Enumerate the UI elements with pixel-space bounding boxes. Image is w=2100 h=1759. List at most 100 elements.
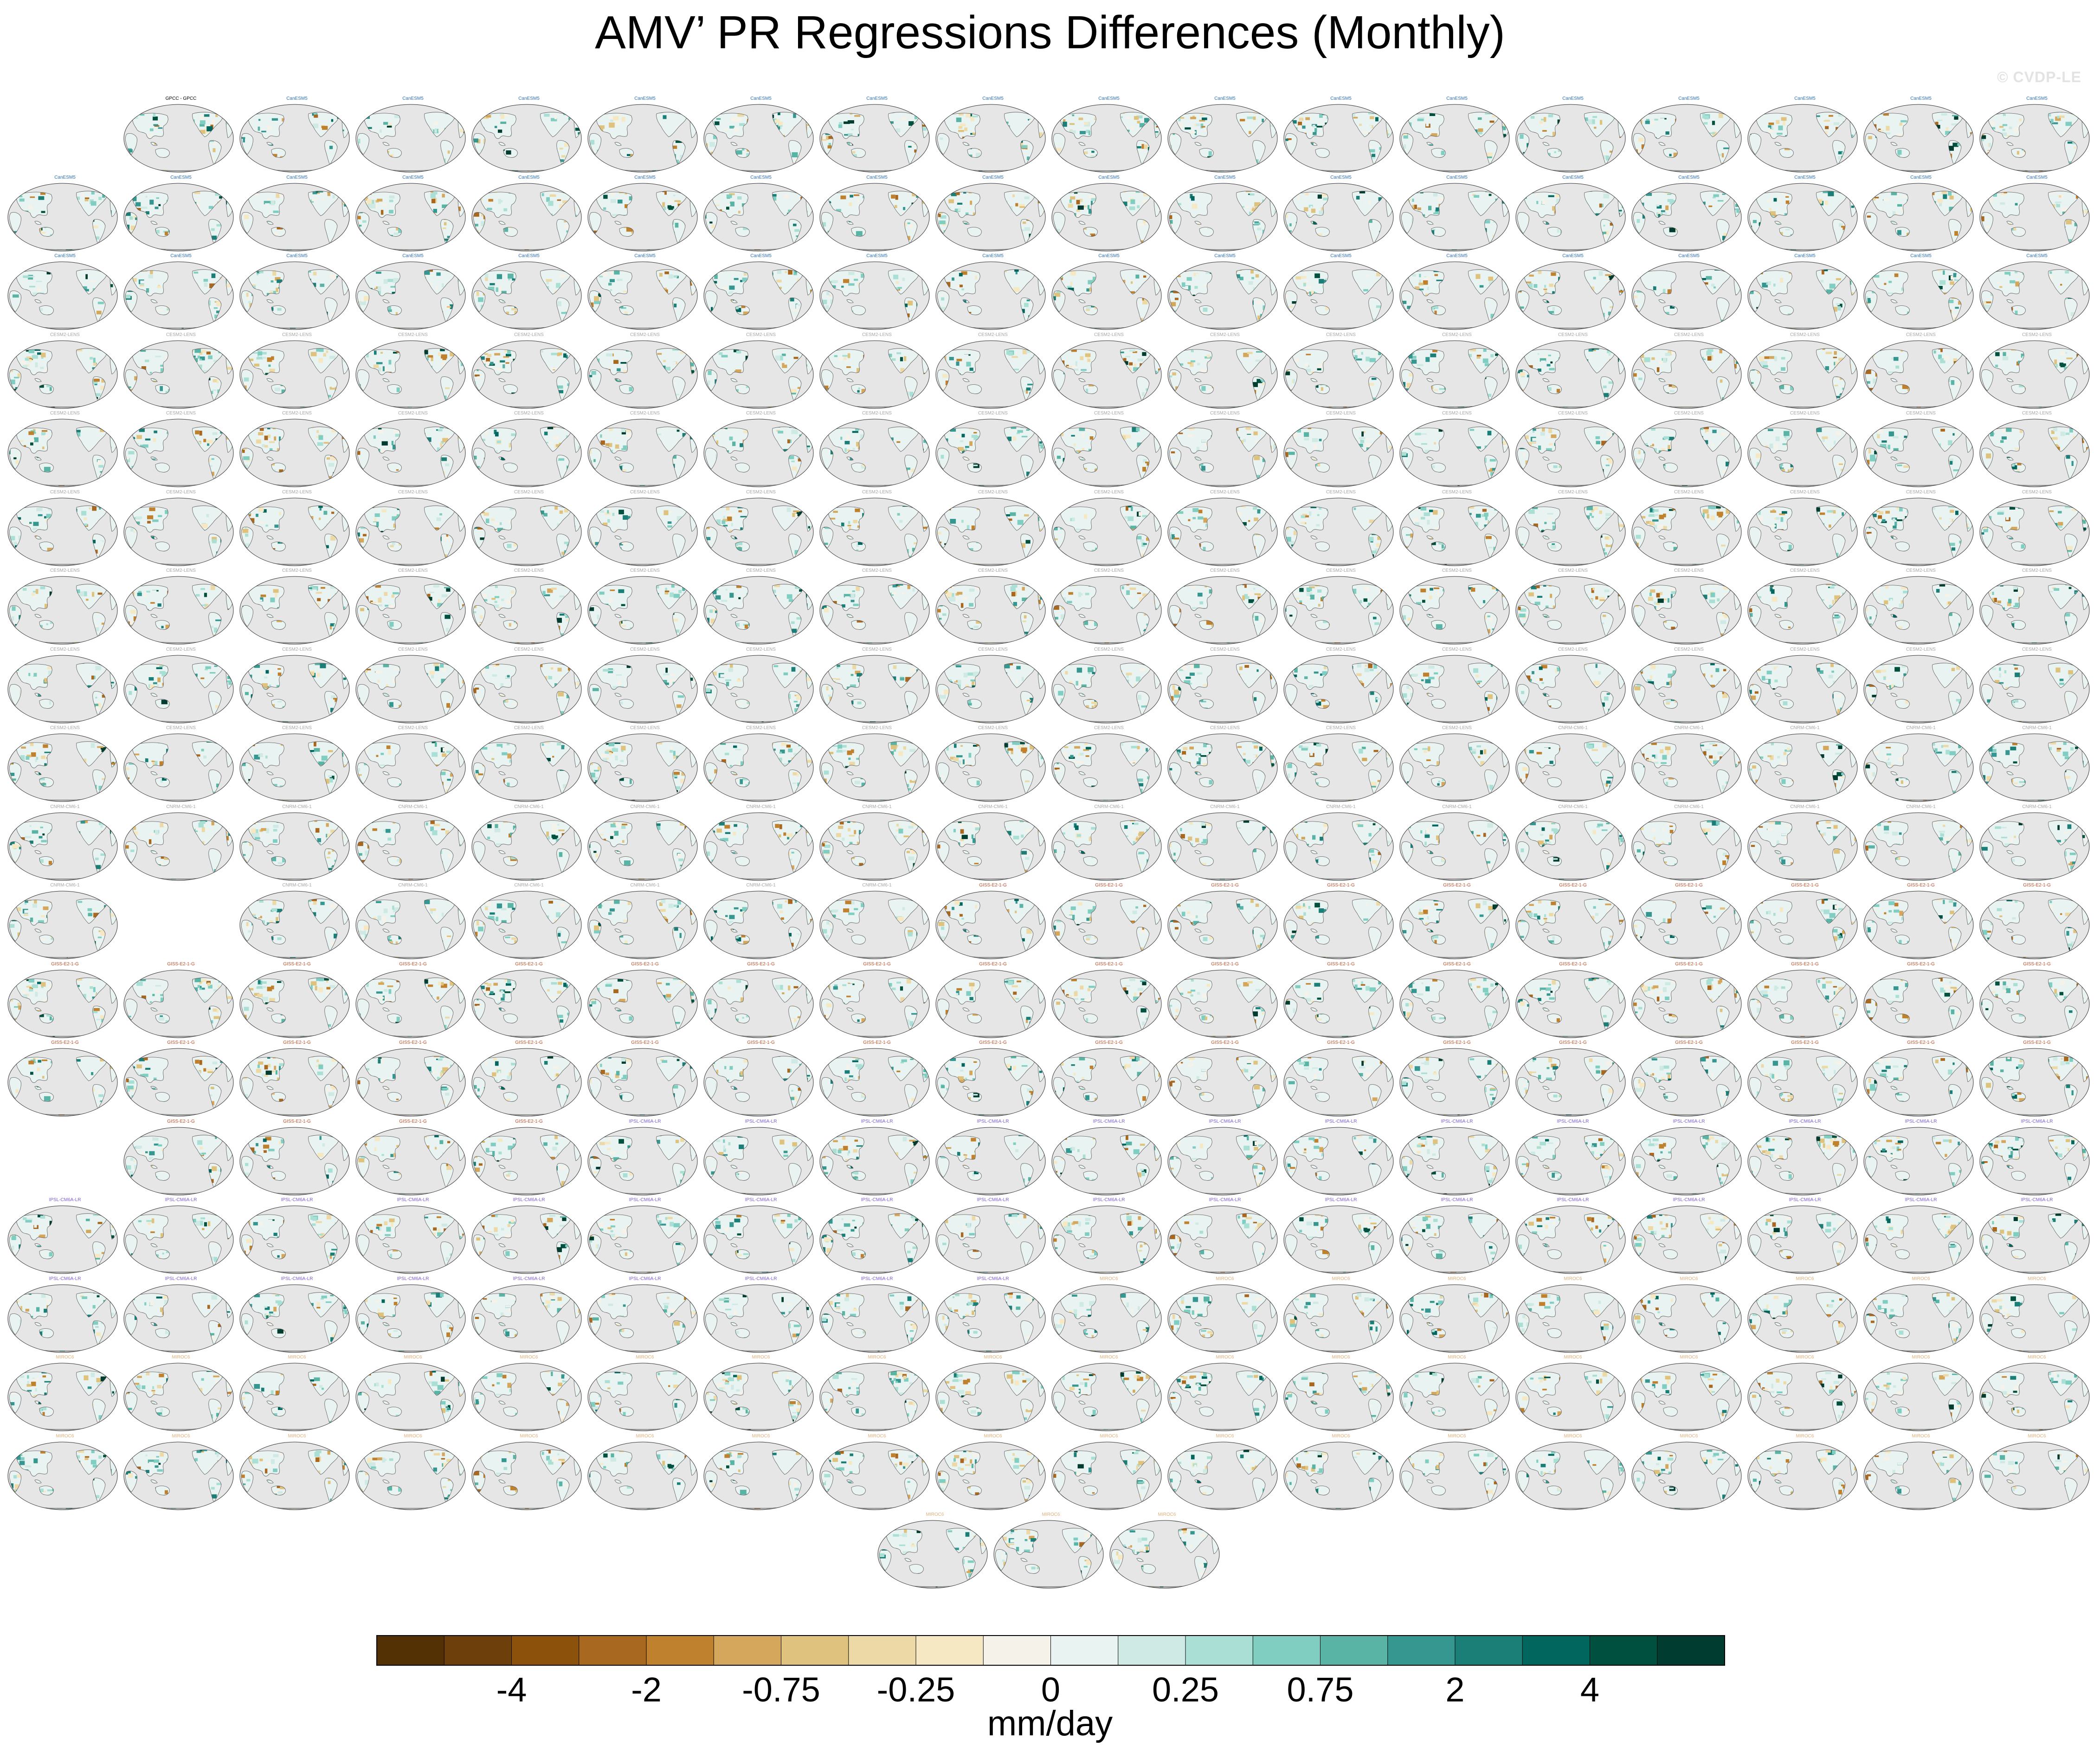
panel-title: CanESM5 [940, 174, 1046, 181]
map-panel: CESM2-LENS [1979, 646, 2095, 723]
map-panel: CNRM-CM6-1 [587, 882, 703, 959]
colorbar-swatch [781, 1636, 849, 1665]
map-panel: CESM2-LENS [471, 410, 587, 487]
map-panel: CanESM5 [819, 174, 935, 251]
map-plot [1399, 340, 1510, 408]
map-panel: CanESM5 [819, 252, 935, 330]
map-panel: CESM2-LENS [1631, 567, 1747, 645]
map-panel: CESM2-LENS [587, 410, 703, 487]
map-plot [1167, 733, 1278, 802]
panel-title: CanESM5 [708, 95, 814, 103]
map-plot [1167, 576, 1278, 645]
map-panel: CESM2-LENS [1979, 410, 2095, 487]
panel-title: CESM2-LENS [1288, 646, 1394, 653]
map-panel: GISS-E2-1-G [1863, 961, 1979, 1038]
map-panel: CESM2-LENS [239, 410, 355, 487]
panel-title: CESM2-LENS [244, 724, 350, 732]
map-plot [819, 812, 930, 880]
map-plot [703, 733, 814, 802]
map-panel: CanESM5 [1515, 252, 1631, 330]
map-plot [239, 104, 350, 173]
map-panel: GISS-E2-1-G [703, 1039, 819, 1117]
map-panel: CNRM-CM6-1 [1979, 724, 2095, 802]
colorbar-swatch [916, 1636, 984, 1665]
map-plot [1515, 733, 1626, 802]
map-panel: CESM2-LENS [239, 724, 355, 802]
panel-title: CESM2-LENS [1056, 410, 1162, 417]
map-panel: CanESM5 [1979, 252, 2095, 330]
panel-title: GISS-E2-1-G [1172, 1039, 1278, 1047]
panel-title: CESM2-LENS [360, 646, 466, 653]
map-plot [471, 891, 582, 959]
panel-title: CanESM5 [1404, 252, 1510, 260]
panel-title: GISS-E2-1-G [1520, 961, 1626, 968]
map-panel: CESM2-LENS [1863, 489, 1979, 566]
map-panel: CNRM-CM6-1 [123, 803, 239, 880]
colorbar-swatch [714, 1636, 781, 1665]
map-plot [1747, 576, 1858, 645]
map-plot [239, 576, 350, 645]
panel-title: CESM2-LENS [940, 724, 1046, 732]
map-plot [935, 261, 1046, 330]
map-panel: CanESM5 [355, 174, 471, 251]
map-panel: CanESM5 [1515, 174, 1631, 251]
panel-title: GISS-E2-1-G [1868, 882, 1974, 889]
panel-title: CESM2-LENS [128, 724, 234, 732]
map-plot [471, 183, 582, 251]
map-panel: CanESM5 [703, 252, 819, 330]
panel-title: GISS-E2-1-G [708, 1039, 814, 1047]
colorbar-swatch [444, 1636, 512, 1665]
panel-title: CanESM5 [244, 174, 350, 181]
map-panel: CanESM5 [1051, 95, 1167, 173]
panel-title: GPCC - GPCC [128, 95, 234, 103]
panel-title: CESM2-LENS [1172, 489, 1278, 496]
panel-title: CESM2-LENS [708, 410, 814, 417]
map-plot [1863, 261, 1974, 330]
map-panel: CESM2-LENS [935, 646, 1051, 723]
map-panel: CNRM-CM6-1 [1747, 724, 1863, 802]
map-panel: GISS-E2-1-G [1167, 882, 1283, 959]
map-panel: CESM2-LENS [1515, 646, 1631, 723]
map-panel: CanESM5 [1051, 174, 1167, 251]
map-panel: CESM2-LENS [1283, 567, 1399, 645]
map-plot [239, 733, 350, 802]
map-plot [239, 1048, 350, 1117]
map-panel: CanESM5 [471, 252, 587, 330]
colorbar-swatch [1455, 1636, 1523, 1665]
panel-title: CanESM5 [476, 174, 582, 181]
map-plot [471, 104, 582, 173]
map-plot [1515, 419, 1626, 487]
map-plot [1283, 576, 1394, 645]
panel-title: CNRM-CM6-1 [940, 803, 1046, 811]
map-panel: CESM2-LENS [703, 646, 819, 723]
map-plot [587, 340, 698, 408]
map-plot [1863, 655, 1974, 723]
map-plot [7, 812, 118, 880]
panel-title: CESM2-LENS [1752, 567, 1858, 575]
map-plot [1051, 104, 1162, 173]
map-plot [355, 498, 466, 566]
panel-title: CanESM5 [1404, 95, 1510, 103]
map-plot [1051, 576, 1162, 645]
panel-title: CESM2-LENS [1288, 331, 1394, 339]
map-plot [1631, 183, 1742, 251]
map-panel: GISS-E2-1-G [1167, 1039, 1283, 1117]
panel-title: CanESM5 [12, 174, 118, 181]
panel-title: CanESM5 [1984, 174, 2090, 181]
map-panel: CESM2-LENS [1399, 410, 1515, 487]
map-panel: GISS-E2-1-G [703, 961, 819, 1038]
map-plot [1283, 261, 1394, 330]
panel-title: CanESM5 [476, 252, 582, 260]
panel-title: CNRM-CM6-1 [1868, 724, 1974, 732]
panel-title: CESM2-LENS [1172, 567, 1278, 575]
panel-title: GISS-E2-1-G [1172, 961, 1278, 968]
map-panel: CanESM5 [123, 174, 239, 251]
panel-title: GISS-E2-1-G [1288, 882, 1394, 889]
map-panel: GISS-E2-1-G [1051, 882, 1167, 959]
panel-title: CanESM5 [1172, 95, 1278, 103]
map-plot [471, 733, 582, 802]
map-panel: CanESM5 [471, 95, 587, 173]
map-plot [1051, 340, 1162, 408]
map-panel: GISS-E2-1-G [1283, 961, 1399, 1038]
panel-title: CESM2-LENS [1056, 331, 1162, 339]
